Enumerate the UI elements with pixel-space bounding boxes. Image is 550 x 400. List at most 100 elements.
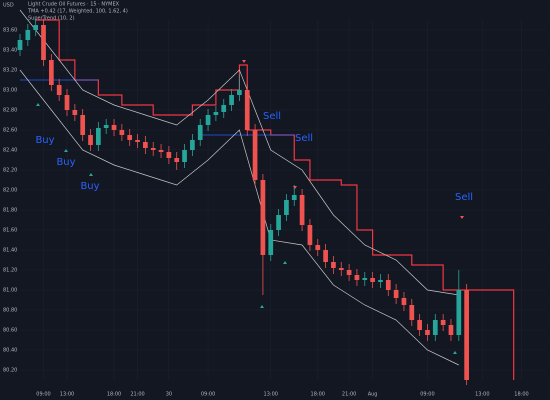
x-tick-label: 18:00 [514, 392, 528, 398]
signal-marker [64, 149, 68, 152]
candle-body [354, 275, 360, 280]
x-tick-label: 13:00 [60, 392, 74, 398]
y-tick-label: 82.40 [3, 148, 17, 154]
candle-body [244, 90, 250, 130]
x-tick-label: 30 [166, 392, 172, 398]
signal-marker [293, 186, 297, 189]
y-tick-label: 83.20 [3, 68, 17, 74]
signal-label: Buy [56, 157, 75, 168]
x-tick-label: 13:00 [264, 392, 278, 398]
y-tick-label: 81.60 [3, 228, 17, 234]
signal-label: Buy [35, 135, 54, 146]
indicator-line [19, 9, 459, 296]
signal-label: Sell [455, 192, 473, 203]
candle-body [158, 150, 164, 152]
candle-body [401, 298, 407, 305]
signal-marker [260, 305, 264, 308]
candle-body [80, 115, 86, 135]
candle-body [96, 128, 101, 145]
candle-body [182, 150, 187, 162]
indicator-line [19, 69, 459, 366]
signal-label: Sell [263, 111, 281, 122]
candle-body [143, 142, 148, 148]
candle-body [252, 130, 258, 180]
candle-body [48, 60, 54, 85]
candle-body [190, 140, 195, 150]
x-tick-label: 13:00 [475, 392, 489, 398]
signal-marker [36, 103, 40, 106]
candle-body [409, 305, 415, 320]
candle-body [205, 115, 211, 125]
indicator-line [35, 19, 515, 380]
candle-body [385, 280, 391, 290]
candle-body [41, 25, 46, 60]
candle-body [393, 290, 399, 298]
candle-body [440, 320, 446, 325]
candle-body [299, 195, 305, 225]
y-tick-label: 80.60 [3, 328, 17, 334]
signal-marker [453, 351, 457, 354]
candle-body [111, 125, 117, 130]
candle-body [72, 110, 78, 115]
x-tick-label: 09:00 [36, 392, 50, 398]
legend-line: SuperTrend (10, 2) [28, 16, 75, 22]
candle-body [229, 95, 234, 105]
x-tick-label: Aug [368, 392, 378, 398]
signal-label: Buy [80, 181, 99, 192]
signal-label: Sell [295, 133, 313, 144]
y-tick-label: 82.20 [3, 168, 17, 174]
candle-body [119, 130, 125, 135]
candle-body [370, 278, 375, 282]
candle-body [17, 40, 23, 50]
candle-body [268, 230, 274, 255]
candle-body [425, 330, 430, 335]
x-tick-label: 09:00 [201, 392, 215, 398]
y-tick-label: 83.60 [3, 28, 17, 34]
candle-body [291, 195, 297, 200]
signal-marker [242, 60, 246, 63]
candle-body [432, 320, 438, 335]
candle-body [331, 262, 336, 268]
x-tick-label: 18:00 [107, 392, 121, 398]
candle-body [88, 135, 93, 145]
candle-body [174, 158, 180, 162]
candle-body [284, 200, 289, 215]
y-tick-label: 80.20 [3, 368, 17, 374]
candle-body [346, 270, 352, 275]
signal-marker [460, 216, 464, 219]
candle-body [237, 90, 242, 95]
candle-body [221, 105, 227, 112]
candle-body [456, 290, 462, 335]
candle-body [307, 225, 313, 245]
legend-line: Light Crude Oil Futures · 15 · NYMEX [28, 2, 120, 8]
x-tick-label: 09:00 [420, 392, 434, 398]
candle-body [150, 148, 156, 150]
currency: USD [3, 3, 14, 9]
y-tick-label: 82.80 [3, 108, 17, 114]
y-tick-label: 82.00 [3, 188, 17, 194]
y-tick-label: 83.40 [3, 48, 17, 54]
candle-body [323, 250, 328, 262]
x-tick-label: 18:00 [311, 392, 325, 398]
candle-body [378, 280, 383, 282]
candle-body [448, 325, 454, 335]
candle-body [103, 125, 109, 128]
y-tick-label: 83.00 [3, 88, 17, 94]
y-tick-label: 81.00 [3, 288, 17, 294]
candle-body [417, 320, 422, 330]
candle-body [25, 30, 31, 40]
candle-body [135, 140, 140, 142]
y-tick-label: 82.60 [3, 128, 17, 134]
candle-body [166, 152, 172, 158]
y-tick-label: 81.20 [3, 268, 17, 274]
y-tick-label: 80.40 [3, 348, 17, 354]
candle-body [338, 268, 344, 270]
candle-body [362, 278, 368, 280]
candle-body [197, 125, 203, 140]
candle-body [33, 25, 39, 30]
candle-body [56, 85, 62, 95]
x-tick-label: 21:00 [342, 392, 356, 398]
y-tick-label: 80.80 [3, 308, 17, 314]
candle-body [64, 95, 70, 110]
